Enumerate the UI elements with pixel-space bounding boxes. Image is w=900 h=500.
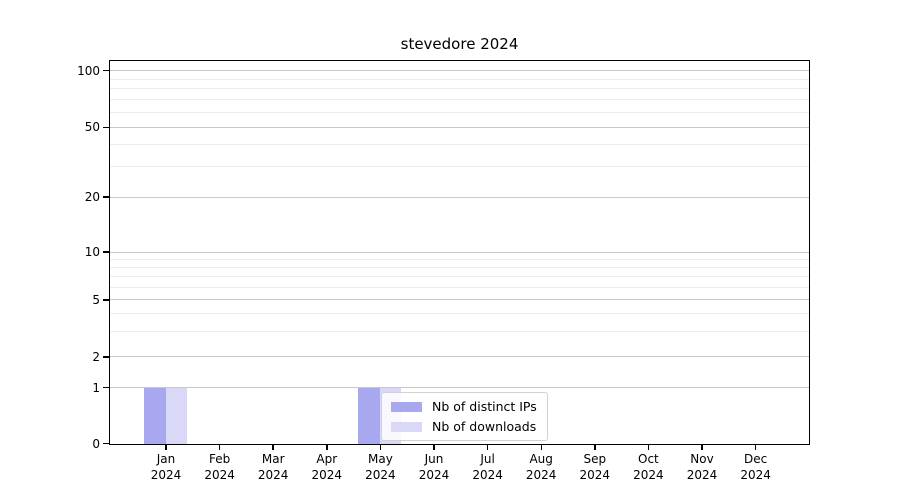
minor-gridline [110,165,809,167]
x-axis-tick-mark [433,445,435,450]
major-gridline [110,70,809,71]
x-axis-tick-mark [540,445,542,450]
legend-label: Nb of distinct IPs [432,399,537,414]
x-axis-tick-mark [165,445,167,450]
major-gridline [110,299,809,301]
major-gridline [110,126,809,128]
y-axis-tick-label: 2 [92,349,100,364]
minor-gridline [110,111,809,113]
y-axis-tick-mark [103,299,109,301]
y-axis-tick-label: 100 [77,63,100,78]
x-axis-tick-mark [594,445,596,450]
legend-swatch-icon [391,401,422,412]
x-axis-tick-label: May 2024 [365,452,396,482]
x-axis-tick-label: Jun 2024 [418,452,450,482]
x-axis-tick-mark [326,445,328,450]
legend-label: Nb of downloads [432,419,537,434]
minor-gridline [110,286,809,288]
minor-gridline [110,276,809,278]
minor-gridline [110,266,809,268]
y-axis-tick-mark [103,356,109,358]
major-gridline [110,356,809,358]
x-axis-tick-label: Nov 2024 [686,452,718,482]
x-axis-tick-label: Mar 2024 [257,452,289,482]
y-axis-tick-mark [103,386,109,389]
legend: Nb of distinct IPs Nb of downloads [381,392,548,441]
x-axis-tick-mark [647,445,650,450]
y-axis-tick-label: 20 [84,190,100,205]
x-axis-tick-mark [272,445,274,450]
plot-area [109,60,810,445]
minor-gridline [110,313,809,315]
y-axis-tick-mark [103,196,109,198]
x-axis-tick-mark [486,445,489,450]
y-axis-tick-mark [103,442,109,445]
minor-gridline [110,78,809,80]
y-axis-tick-mark [103,69,109,72]
legend-row: Nb of distinct IPs [391,399,537,414]
minor-gridline [110,88,809,90]
x-axis-tick-mark [379,445,382,450]
minor-gridline [110,258,809,260]
x-axis-tick-label: Jan 2024 [150,452,182,482]
bar-downloads [165,388,187,444]
legend-swatch-icon [391,421,422,432]
minor-gridline [110,143,809,145]
minor-gridline [110,331,809,333]
y-axis-tick-label: 10 [84,245,100,259]
y-axis-tick-label: 50 [84,120,100,135]
minor-gridline [110,99,809,101]
x-axis-tick-label: Dec 2024 [740,452,771,482]
y-axis-tick-mark [103,251,109,253]
y-axis-tick-label: 0 [92,436,100,451]
x-axis-tick-mark [218,445,221,450]
x-axis-tick-label: Sep 2024 [579,452,611,482]
y-axis-tick-mark [103,126,109,129]
bar-distinct-ips [144,388,166,444]
x-axis-tick-label: Feb 2024 [204,452,235,482]
y-axis-tick-label: 1 [92,380,100,395]
x-axis-tick-mark [754,445,757,450]
x-axis-tick-label: Aug 2024 [525,452,557,482]
x-axis-tick-label: Apr 2024 [311,452,343,482]
bar-distinct-ips [358,388,380,444]
x-axis-tick-label: Jul 2024 [472,452,503,482]
y-axis-tick-label: 5 [92,292,100,307]
chart-title: stevedore 2024 [400,35,519,53]
x-axis-tick-mark [701,445,703,450]
major-gridline [110,196,809,198]
major-gridline [110,251,809,253]
x-axis-tick-label: Oct 2024 [633,452,664,482]
legend-row: Nb of downloads [391,419,537,434]
major-gridline [110,387,809,389]
